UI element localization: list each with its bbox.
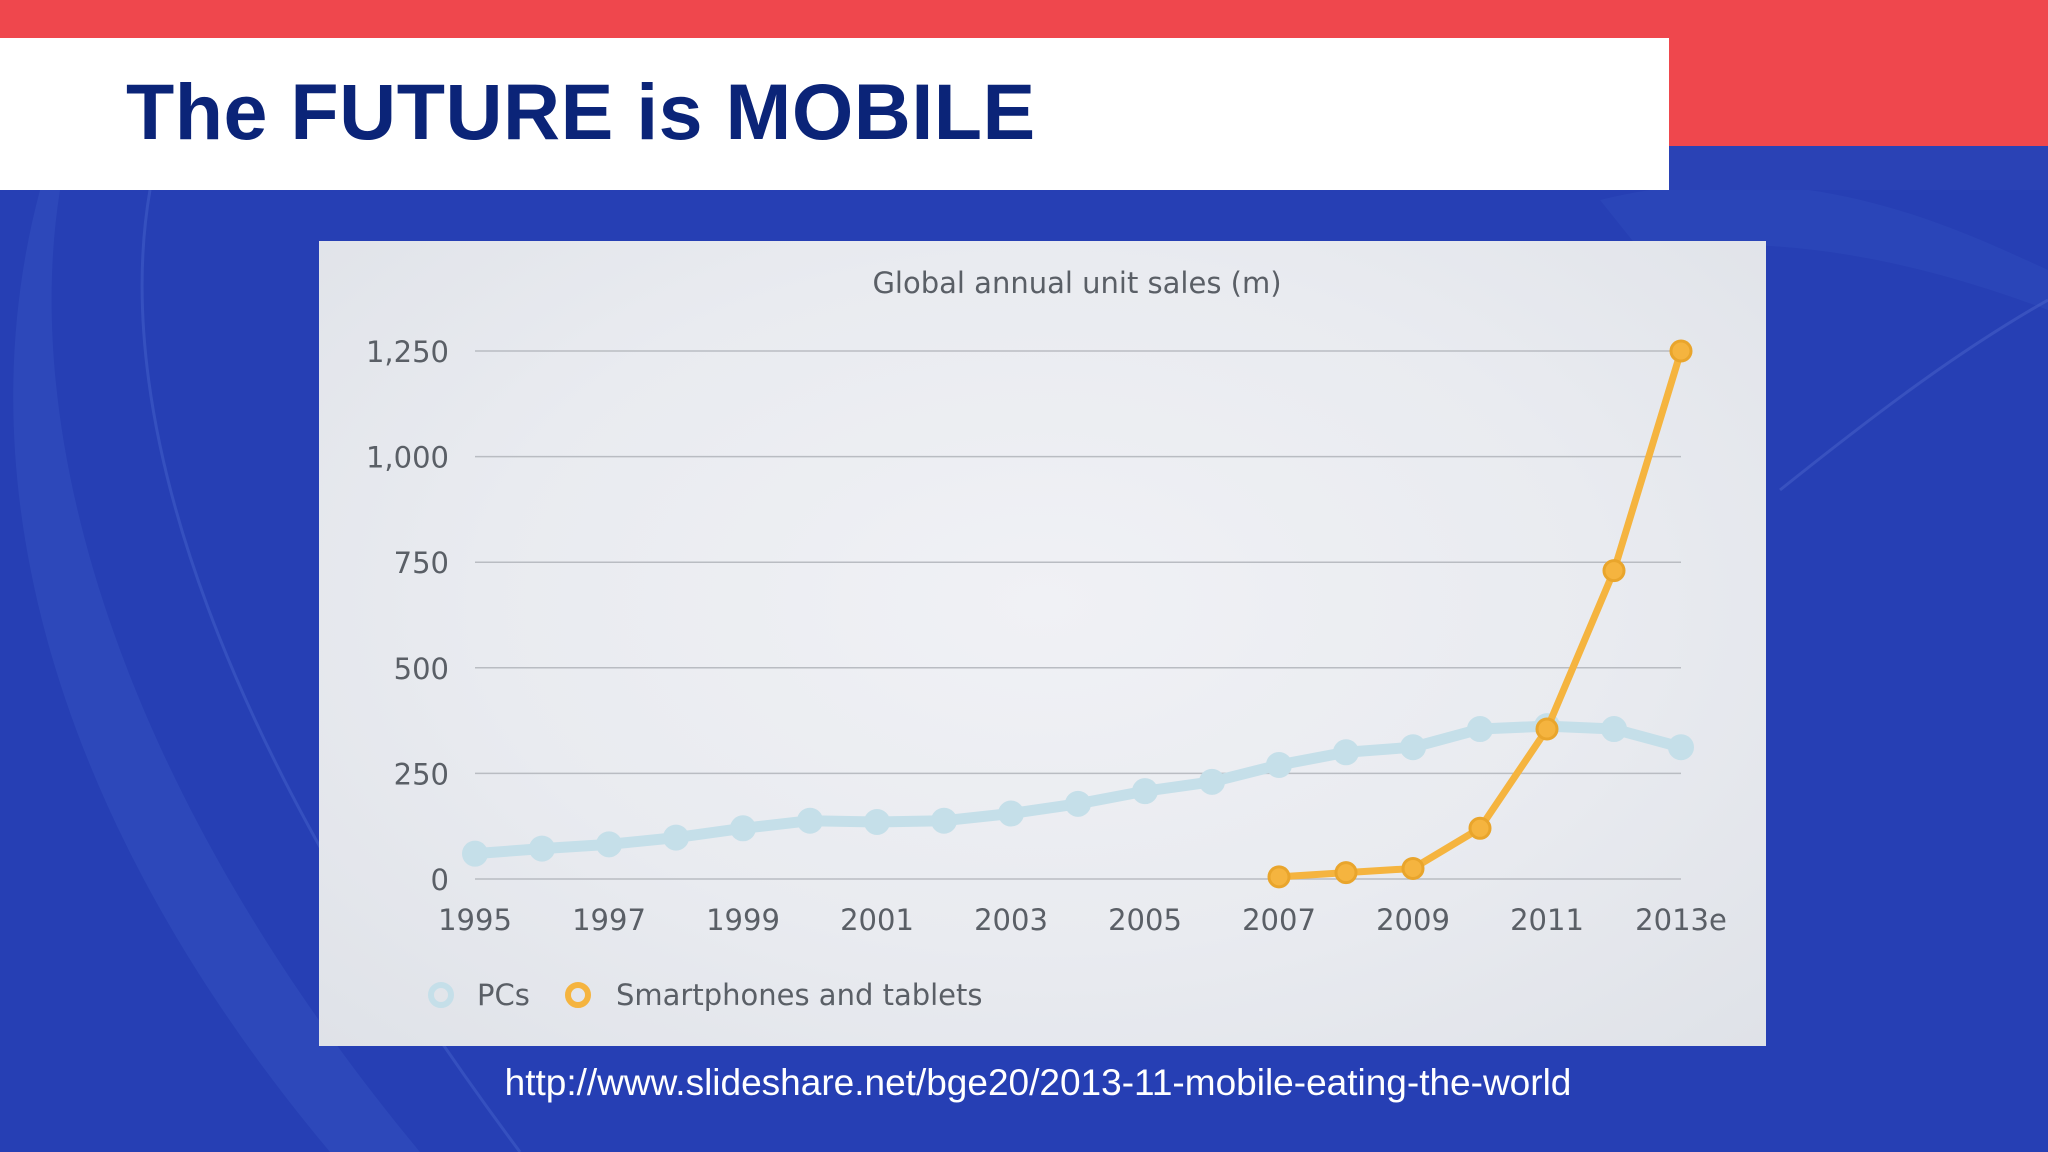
legend-item: Smartphones and tablets [565,978,983,1012]
legend-label: PCs [477,978,530,1012]
data-point [529,835,555,862]
data-point [1267,865,1291,889]
data-point [1601,716,1627,743]
y-tick-label: 500 [394,652,449,686]
data-point [1065,790,1091,817]
data-point [998,800,1024,827]
line-chart: Global annual unit sales (m) 0 250 500 750 1… [366,266,1727,1012]
corner-accent-block [1669,38,2048,146]
x-tick-label: 1995 [438,903,512,937]
data-point [1333,739,1359,766]
x-tick-label: 2001 [840,903,914,937]
y-tick-label: 250 [394,757,449,791]
data-point [1669,339,1693,363]
data-point [1199,768,1225,795]
chart-title: Global annual unit sales (m) [872,266,1281,300]
series-smartphones-tablets [1267,339,1693,889]
x-tick-label: 1999 [706,903,780,937]
x-tick-label: 2007 [1242,903,1316,937]
legend-marker [565,982,591,1008]
series-pcs [462,713,1694,867]
title-band [0,38,1669,190]
x-tick-label: 1997 [572,903,646,937]
y-tick-label: 1,250 [366,335,449,369]
data-point [1668,734,1694,761]
data-point [462,840,488,867]
data-point [797,807,823,834]
top-accent-strip [0,0,2048,38]
legend-marker [428,982,454,1008]
legend-label: Smartphones and tablets [616,978,983,1012]
x-tick-label: 2005 [1108,903,1182,937]
data-point [1266,751,1292,778]
data-point [1401,856,1425,880]
y-tick-label: 750 [394,546,449,580]
data-point [1535,717,1559,741]
data-point [1334,861,1358,885]
x-tick-label: 2003 [974,903,1048,937]
data-point [1400,734,1426,761]
series-line [1275,347,1685,881]
y-tick-label: 0 [431,863,449,897]
x-tick-label: 2011 [1510,903,1584,937]
data-point [864,808,890,835]
data-point [1468,816,1492,840]
x-tick-label: 2009 [1376,903,1450,937]
legend-item: PCs [428,978,530,1012]
data-point [1602,559,1626,583]
y-tick-label: 1,000 [366,441,449,475]
chart-panel: Global annual unit sales (m) 0 250 500 750 1… [319,241,1766,1046]
source-link[interactable]: http://www.slideshare.net/bge20/2013-11-… [504,1062,1572,1103]
data-point [730,815,756,842]
slide-title: The FUTURE is MOBILE [126,67,1036,156]
data-point [663,824,689,851]
data-point [1132,778,1158,805]
x-tick-label: 2013e [1635,903,1727,937]
data-point [596,831,622,858]
data-point [931,807,957,834]
data-point [1467,716,1493,743]
series-line [469,720,1687,860]
